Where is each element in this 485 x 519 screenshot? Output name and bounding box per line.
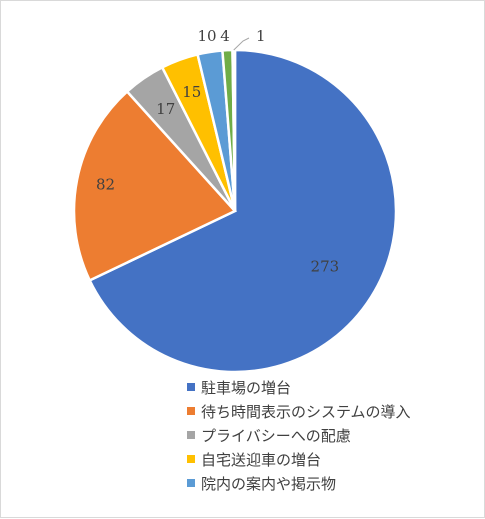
legend: 駐車場の増台待ち時間表示のシステムの導入 プライバシーへの配慮 自宅送迎車の増台 院内…	[187, 375, 411, 495]
legend-item: 駐車場の増台	[187, 375, 411, 399]
data-label: 1	[256, 27, 266, 45]
legend-item: 待ち時間表示のシステムの導入	[187, 399, 411, 423]
legend-label: 待ち時間表示のシステムの導入	[201, 402, 411, 421]
legend-swatch	[187, 407, 195, 415]
data-label: 15	[182, 83, 201, 101]
legend-swatch	[187, 383, 195, 391]
legend-swatch	[187, 455, 195, 463]
legend-item: プライバシーへの配慮	[187, 423, 411, 447]
data-label: 4	[220, 27, 230, 45]
data-label: 17	[156, 100, 175, 118]
legend-label: 自宅送迎車の増台	[201, 450, 322, 469]
legend-label: 駐車場の増台	[201, 378, 292, 397]
data-label: 82	[96, 175, 115, 193]
leader-line	[233, 37, 250, 51]
legend-swatch	[187, 479, 195, 487]
pie-slice	[72, 89, 238, 283]
legend-item: 自宅送迎車の増台	[187, 447, 411, 471]
pie-slice	[88, 48, 398, 374]
legend-label: 院内の案内や掲示物	[201, 474, 337, 493]
data-label: 273	[311, 258, 340, 276]
data-label: 10	[197, 27, 216, 45]
legend-swatch	[187, 431, 195, 439]
legend-item: 院内の案内や掲示物	[187, 471, 411, 495]
legend-label: プライバシーへの配慮	[201, 426, 351, 445]
